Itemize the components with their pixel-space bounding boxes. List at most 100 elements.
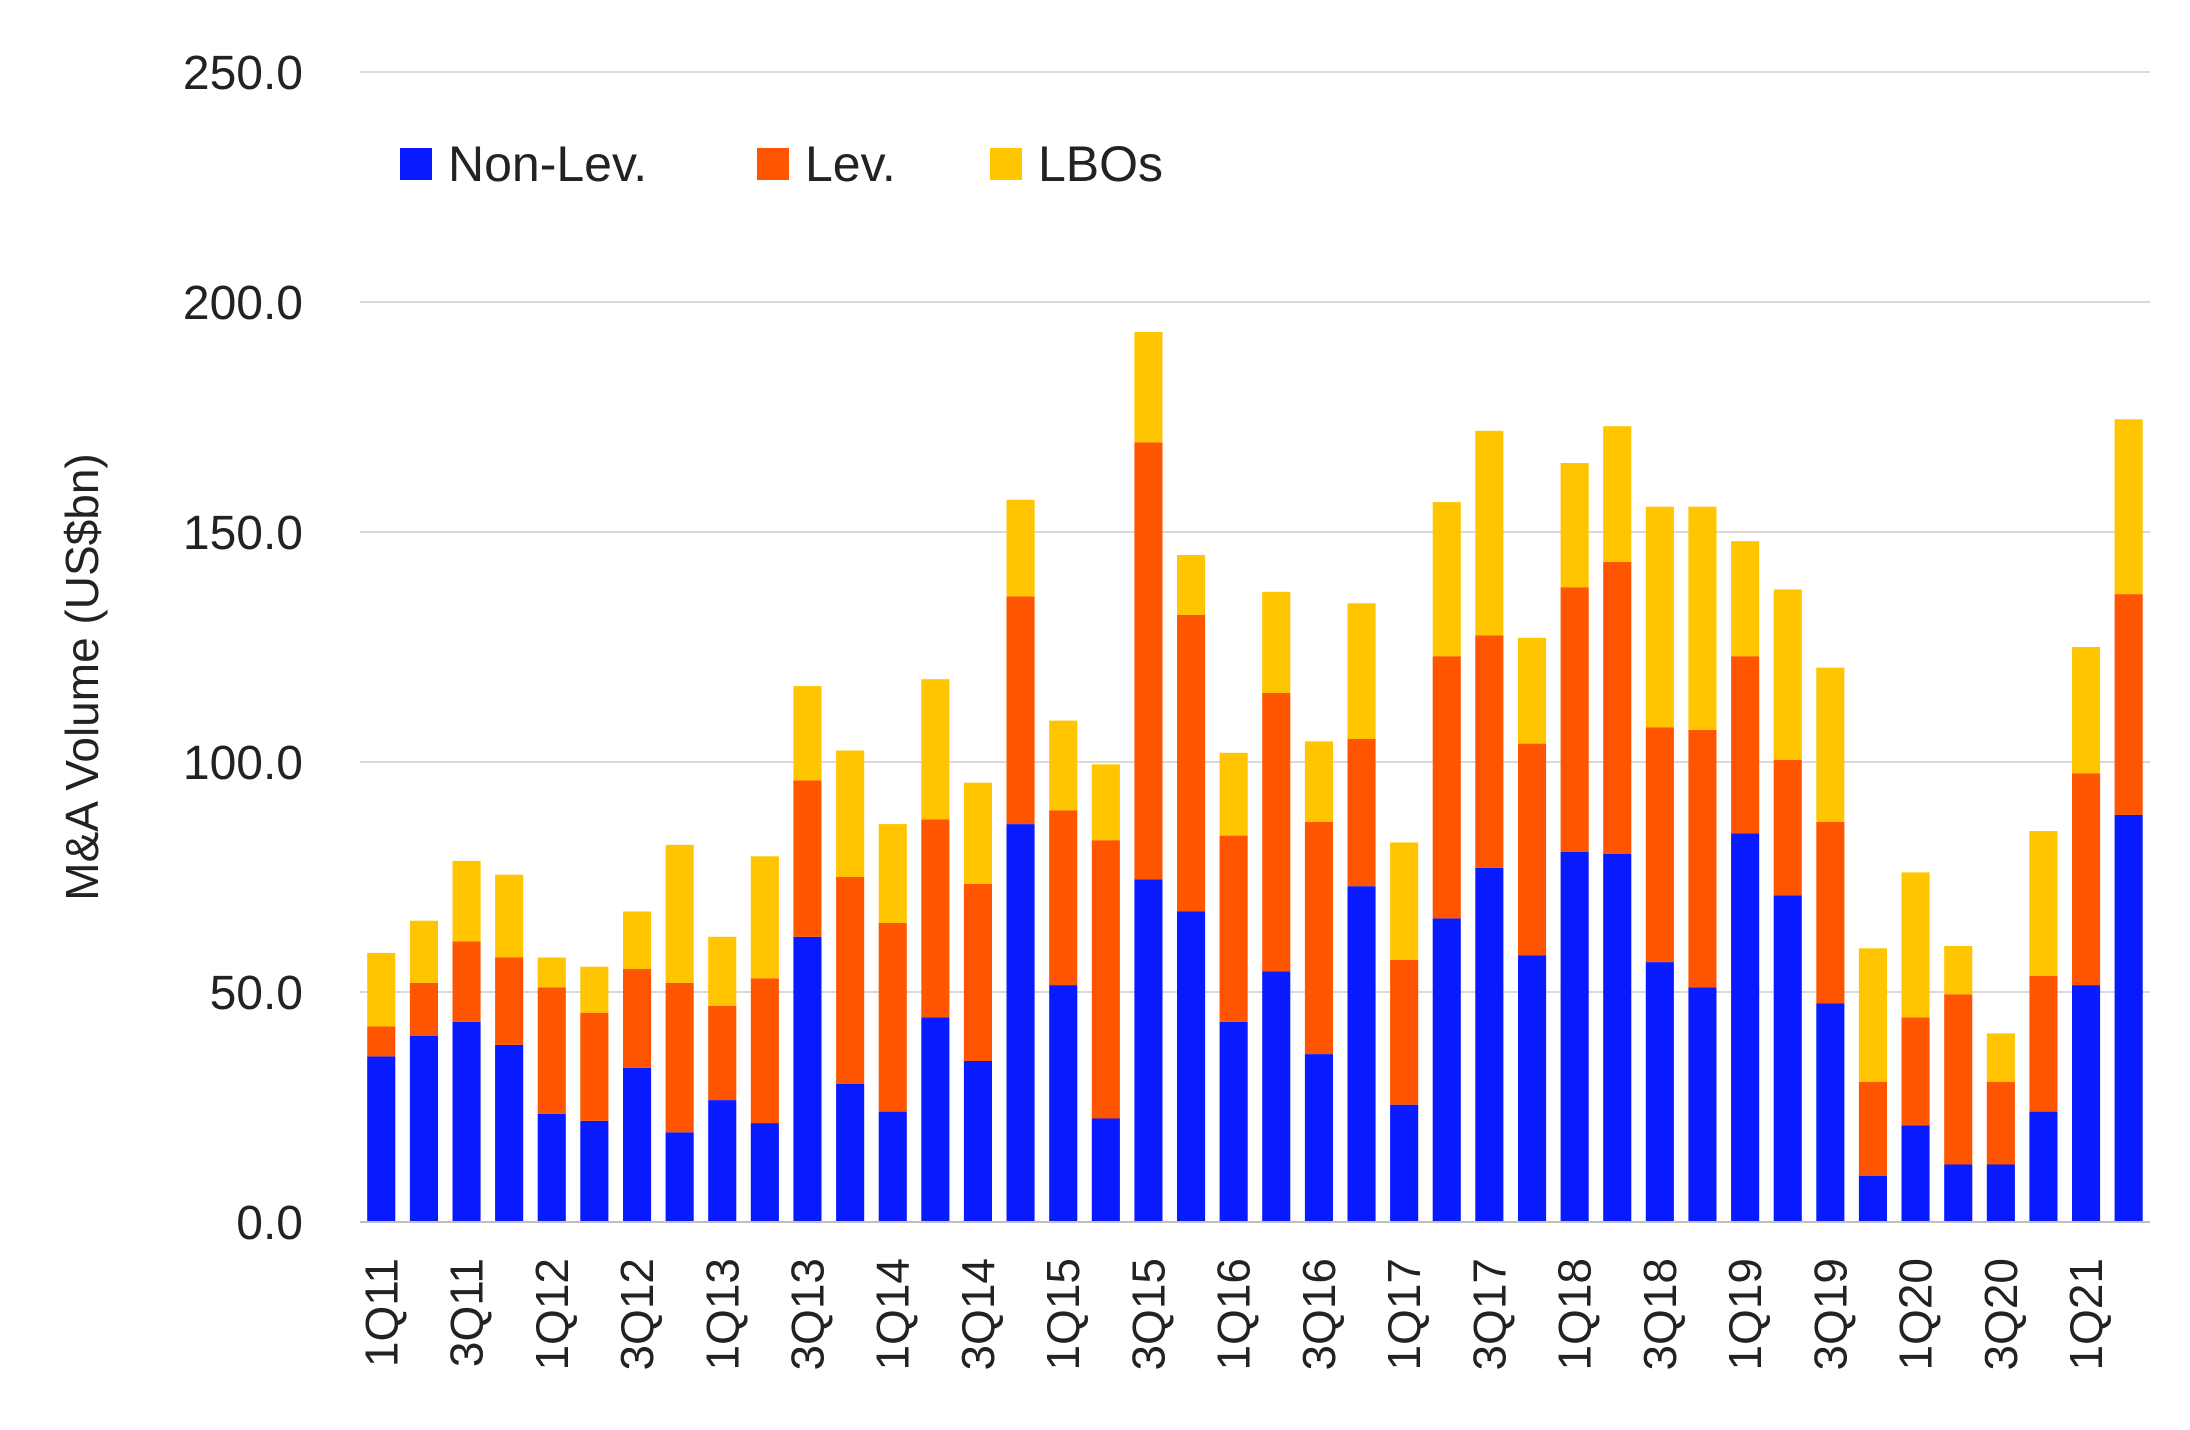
x-tick: 1Q16 <box>1208 1258 1260 1371</box>
x-tick: 1Q19 <box>1719 1258 1771 1371</box>
x-tick-label: 3Q12 <box>611 1258 663 1371</box>
bar-non-lev-1Q21 <box>2072 985 2101 1222</box>
bar-non-lev-3Q17 <box>1475 867 1504 1222</box>
x-tick: 3Q18 <box>1634 1258 1686 1371</box>
y-axis-ticks: 0.0 50.0 100.0 150.0 200.0 250.0 <box>183 47 303 1250</box>
bar-lev-3Q19 <box>1816 821 1845 1004</box>
bar-lev-4Q14 <box>1006 596 1035 825</box>
x-tick: 1Q17 <box>1378 1258 1430 1371</box>
x-tick-label: 3Q17 <box>1463 1258 1515 1371</box>
bar-lev-3Q16 <box>1304 821 1333 1055</box>
bar-lev-1Q18 <box>1560 587 1589 852</box>
bar-lev-2Q21 <box>2114 594 2143 815</box>
bar-non-lev-1Q12 <box>537 1113 566 1222</box>
bar-lbos-2Q14 <box>921 679 950 820</box>
x-tick: 1Q21 <box>2060 1258 2112 1371</box>
bar-non-lev-4Q18 <box>1688 987 1717 1222</box>
x-tick-label: 1Q19 <box>1719 1258 1771 1371</box>
bar-non-lev-4Q13 <box>836 1084 865 1222</box>
bar-non-lev-2Q16 <box>1262 971 1291 1222</box>
bar-lbos-1Q11 <box>367 952 396 1027</box>
bar-lbos-2Q16 <box>1262 591 1291 693</box>
x-tick-label: 1Q12 <box>526 1258 578 1371</box>
x-tick-label: 1Q13 <box>696 1258 748 1371</box>
x-tick: 1Q14 <box>867 1258 919 1371</box>
bar-lbos-2Q20 <box>1944 946 1973 995</box>
x-tick-label: 1Q21 <box>2060 1258 2112 1371</box>
bar-lbos-1Q17 <box>1390 842 1419 960</box>
bar-lbos-1Q15 <box>1049 720 1078 811</box>
x-tick-label: 3Q14 <box>952 1258 1004 1371</box>
bar-non-lev-3Q12 <box>623 1067 652 1222</box>
bar-lev-1Q15 <box>1049 810 1078 986</box>
bar-lbos-3Q12 <box>623 911 652 969</box>
x-tick-label: 1Q14 <box>867 1258 919 1371</box>
bar-non-lev-3Q11 <box>452 1021 481 1222</box>
x-tick: 3Q14 <box>952 1258 1004 1371</box>
x-axis-ticks: 1Q11 3Q11 1Q12 3Q12 1Q13 3Q13 1Q14 3Q14 1Q15 3Q15… <box>355 1258 2112 1371</box>
bar-lbos-4Q13 <box>836 750 865 877</box>
x-tick-label: 1Q18 <box>1549 1258 1601 1371</box>
bar-lbos-4Q20 <box>2029 831 2058 976</box>
bar-lev-2Q14 <box>921 819 950 1018</box>
bar-lbos-1Q16 <box>1219 752 1248 836</box>
bar-lbos-1Q14 <box>878 824 907 923</box>
y-tick-label: 150.0 <box>183 507 303 560</box>
bar-lev-3Q17 <box>1475 635 1504 868</box>
y-tick-label: 50.0 <box>210 967 303 1020</box>
bar-lbos-4Q16 <box>1347 603 1376 739</box>
x-tick-label: 1Q17 <box>1378 1258 1430 1371</box>
x-tick: 3Q20 <box>1975 1258 2027 1371</box>
bar-lbos-1Q21 <box>2072 647 2101 774</box>
bar-lev-4Q12 <box>665 982 694 1133</box>
bar-lev-2Q12 <box>580 1012 609 1121</box>
x-tick: 3Q15 <box>1123 1258 1175 1371</box>
x-tick-label: 3Q13 <box>782 1258 834 1371</box>
bar-lbos-4Q14 <box>1006 499 1035 597</box>
bar-lbos-3Q15 <box>1134 331 1163 443</box>
bar-non-lev-4Q12 <box>665 1132 694 1222</box>
bar-lbos-1Q20 <box>1901 872 1930 1018</box>
x-tick: 1Q20 <box>1890 1258 1942 1371</box>
bar-lev-1Q12 <box>537 987 566 1114</box>
bar-non-lev-2Q13 <box>750 1123 779 1222</box>
bar-lev-3Q15 <box>1134 442 1163 880</box>
bar-lbos-1Q12 <box>537 957 566 988</box>
x-tick-label: 3Q19 <box>1804 1258 1856 1371</box>
bar-lbos-4Q12 <box>665 844 694 983</box>
bar-lev-3Q18 <box>1645 727 1674 963</box>
x-tick-label: 1Q16 <box>1208 1258 1260 1371</box>
bar-lev-3Q14 <box>963 883 992 1061</box>
y-axis-title: M&A Volume (US$bn) <box>56 453 108 900</box>
bar-non-lev-2Q18 <box>1603 854 1632 1222</box>
bar-lev-2Q15 <box>1091 840 1120 1119</box>
bar-non-lev-3Q14 <box>963 1061 992 1222</box>
bar-non-lev-2Q19 <box>1773 895 1802 1222</box>
bar-lbos-4Q15 <box>1177 555 1206 615</box>
bar-lbos-3Q17 <box>1475 430 1504 636</box>
x-tick-label: 3Q16 <box>1293 1258 1345 1371</box>
bar-non-lev-2Q12 <box>580 1120 609 1222</box>
bars <box>367 331 2143 1222</box>
bar-lev-4Q19 <box>1858 1081 1887 1176</box>
legend-label: LBOs <box>1038 136 1163 192</box>
bar-lbos-3Q11 <box>452 860 481 942</box>
legend: Non-Lev. Lev. LBOs <box>400 136 1163 192</box>
legend-label: Lev. <box>805 136 896 192</box>
bar-lbos-3Q18 <box>1645 506 1674 728</box>
bar-lbos-2Q17 <box>1432 502 1461 657</box>
bar-lbos-2Q11 <box>409 920 438 983</box>
bar-lbos-1Q18 <box>1560 463 1589 588</box>
bar-non-lev-4Q16 <box>1347 886 1376 1222</box>
bar-lev-2Q13 <box>750 978 779 1124</box>
bar-lbos-2Q12 <box>580 966 609 1013</box>
bar-non-lev-3Q18 <box>1645 962 1674 1222</box>
bar-non-lev-2Q11 <box>409 1035 438 1222</box>
bar-non-lev-2Q21 <box>2114 814 2143 1222</box>
x-tick: 3Q17 <box>1463 1258 1515 1371</box>
bar-non-lev-4Q14 <box>1006 824 1035 1222</box>
bar-lev-4Q18 <box>1688 729 1717 988</box>
bar-lbos-4Q17 <box>1518 637 1547 744</box>
bar-non-lev-4Q19 <box>1858 1176 1887 1222</box>
bar-lev-4Q15 <box>1177 614 1206 912</box>
